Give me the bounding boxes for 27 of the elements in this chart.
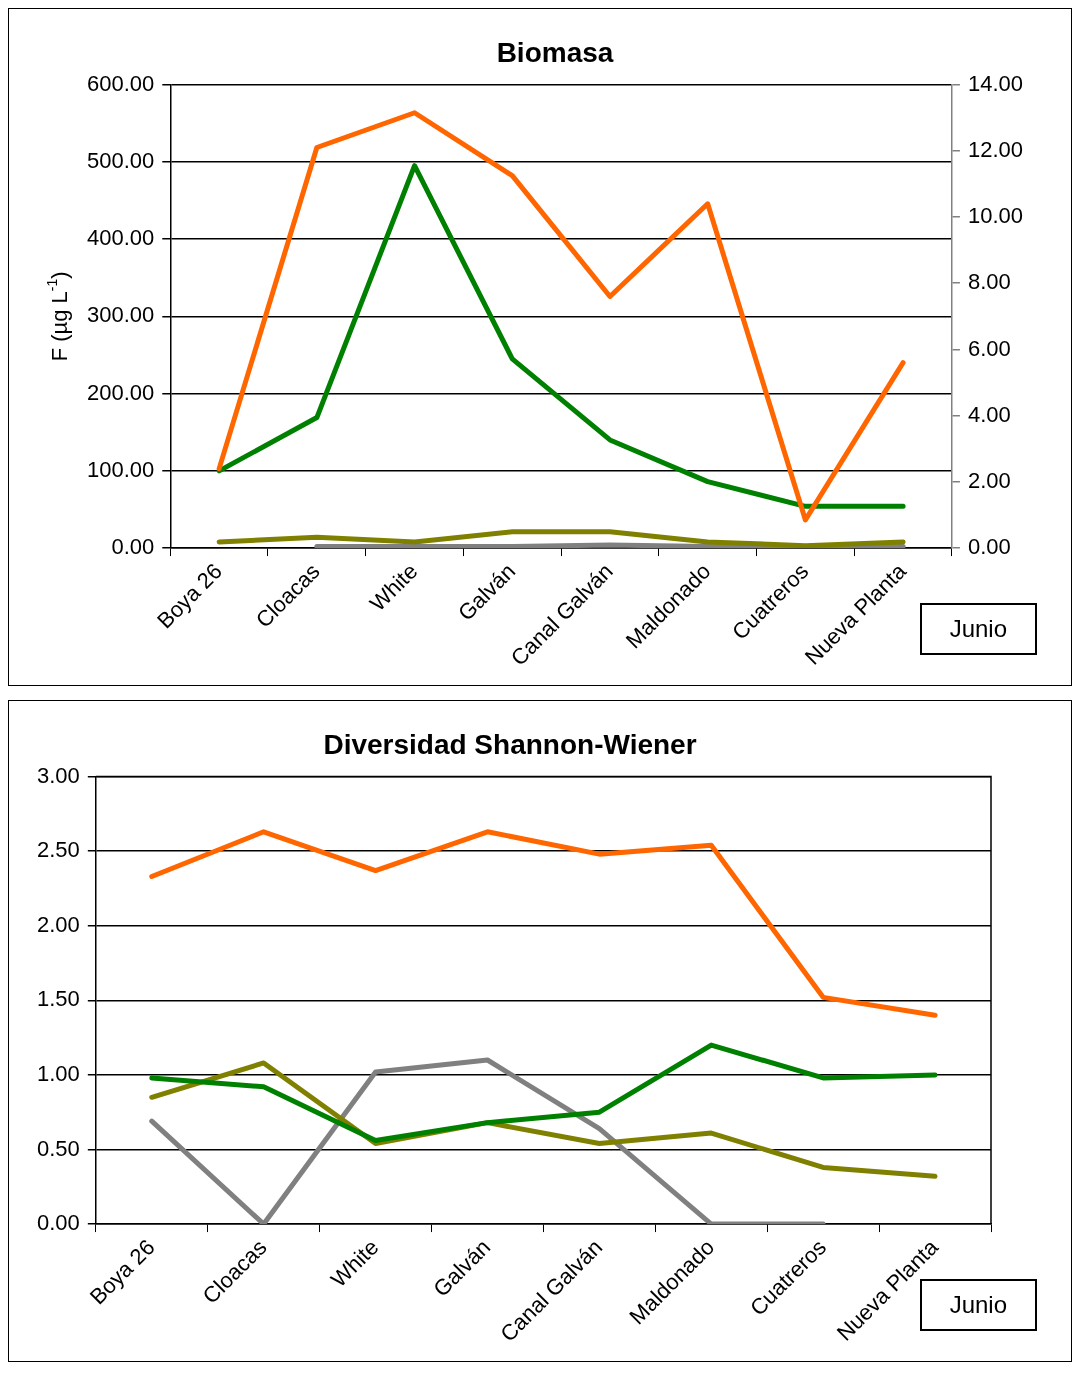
chart-title: Diversidad Shannon-Wiener — [323, 728, 697, 760]
y-tick-label: 200.00 — [86, 379, 155, 405]
y-tick-label: 2.00 — [36, 911, 80, 937]
y-tick-label: 0.00 — [111, 534, 155, 560]
chart-title: Biomasa — [496, 36, 614, 68]
y2-tick-label: 4.00 — [967, 401, 1011, 427]
y2-tick-label: 8.00 — [967, 269, 1011, 295]
y-tick-label: 2.50 — [36, 837, 80, 863]
text: Junio — [919, 603, 1037, 655]
y-tick-label: 600.00 — [86, 70, 155, 96]
y2-tick-label: 14.00 — [967, 70, 1024, 96]
y2-tick-label: 10.00 — [967, 203, 1024, 229]
y2-tick-label: 0.00 — [967, 534, 1011, 560]
y-tick-label: 300.00 — [86, 302, 155, 328]
y-axis-title: F (µg L-1) — [44, 271, 72, 362]
y-tick-label: 0.00 — [36, 1210, 80, 1236]
y-tick-label: 100.00 — [86, 456, 155, 482]
y-tick-label: 400.00 — [86, 225, 155, 251]
y2-tick-label: 2.00 — [967, 467, 1011, 493]
y-tick-label: 3.00 — [36, 762, 80, 788]
y2-tick-label: 12.00 — [967, 136, 1024, 162]
y2-tick-label: 6.00 — [967, 335, 1011, 361]
text: Junio — [949, 1291, 1007, 1318]
y-tick-label: 0.50 — [36, 1135, 80, 1161]
y-tick-label: 500.00 — [86, 147, 155, 173]
y-tick-label: 1.50 — [36, 986, 80, 1012]
y-tick-label: 1.00 — [36, 1060, 80, 1086]
